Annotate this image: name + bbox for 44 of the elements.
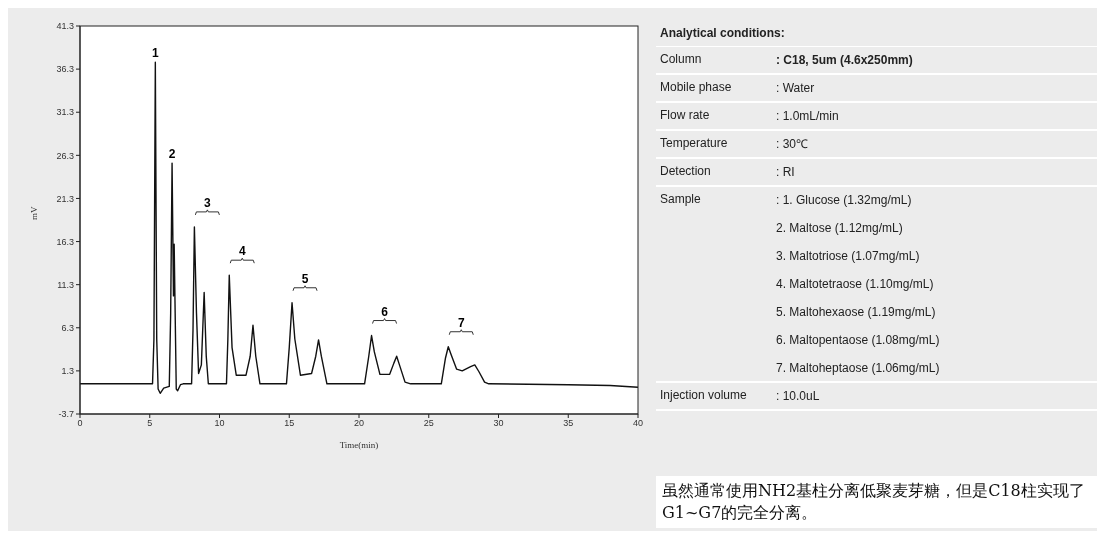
y-tick-label: -3.7 <box>58 409 74 420</box>
annotation: 5 <box>301 271 309 286</box>
x-tick-label: 20 <box>353 418 365 429</box>
x-tick-label: 10 <box>214 418 225 429</box>
text: Injection volume <box>660 388 748 404</box>
text: 虽然通常使用NH2基柱分离低聚麦芽糖，但是C18柱实现了G1~G7的完全分离。 <box>662 480 1086 524</box>
annotation: 6 <box>381 304 389 319</box>
y-tick-label: 11.3 <box>57 279 74 290</box>
annotation: 1 <box>151 46 159 61</box>
x-tick-label: 25 <box>423 418 434 429</box>
x-tick-label: 35 <box>563 418 574 429</box>
y-tick-label: 6.3 <box>61 322 74 333</box>
annotation: 3 <box>204 195 212 210</box>
text: Mobile phase <box>660 80 733 96</box>
y-tick-label: 36.3 <box>56 64 74 75</box>
text: Analytical conditions: <box>656 22 1101 47</box>
text: Temperature <box>660 136 729 152</box>
y-tick-label: 31.3 <box>56 107 74 118</box>
annotation: 2 <box>168 147 176 162</box>
text: : C18, 5um (4.6x250mm) <box>776 52 913 69</box>
text: Sample <box>660 192 702 208</box>
text: : 1. Glucose (1.32mg/mL) 2. Maltose (1.12mg/mL) 3. Maltotriose (1.07mg/mL) 4. Maltotetraose (1.10mg/mL) 5. Maltohexaose (1.19mg/mL) 6. Maltopentaose (1.08mg/mL) 7. Maltoheptaose (1.06mg/mL) <box>776 192 940 377</box>
y-tick-label: 1.3 <box>61 366 74 377</box>
annotation: 4 <box>238 244 246 259</box>
text: Column <box>660 52 703 68</box>
x-tick-label: 15 <box>284 418 295 429</box>
y-tick-label: 26.3 <box>56 150 74 161</box>
y-axis-title: mV <box>29 206 40 220</box>
y-tick-label: 21.3 <box>56 193 74 204</box>
y-tick-label: 41.3 <box>56 21 74 32</box>
x-tick-label: 5 <box>147 418 153 429</box>
text: Detection <box>660 164 712 180</box>
x-axis-title: Time(min) <box>339 440 379 450</box>
x-tick-label: 0 <box>77 418 83 429</box>
x-tick-label: 40 <box>632 418 644 429</box>
text: : 1.0mL/min <box>776 108 839 125</box>
text: : 30℃ <box>776 136 809 153</box>
annotation: 7 <box>457 315 465 330</box>
y-tick-label: 16.3 <box>56 236 74 247</box>
text: : Water <box>776 80 815 97</box>
x-tick-label: 30 <box>493 418 504 429</box>
text: Flow rate <box>660 108 711 124</box>
text: : RI <box>776 164 795 181</box>
text: : 10.0uL <box>776 388 820 405</box>
